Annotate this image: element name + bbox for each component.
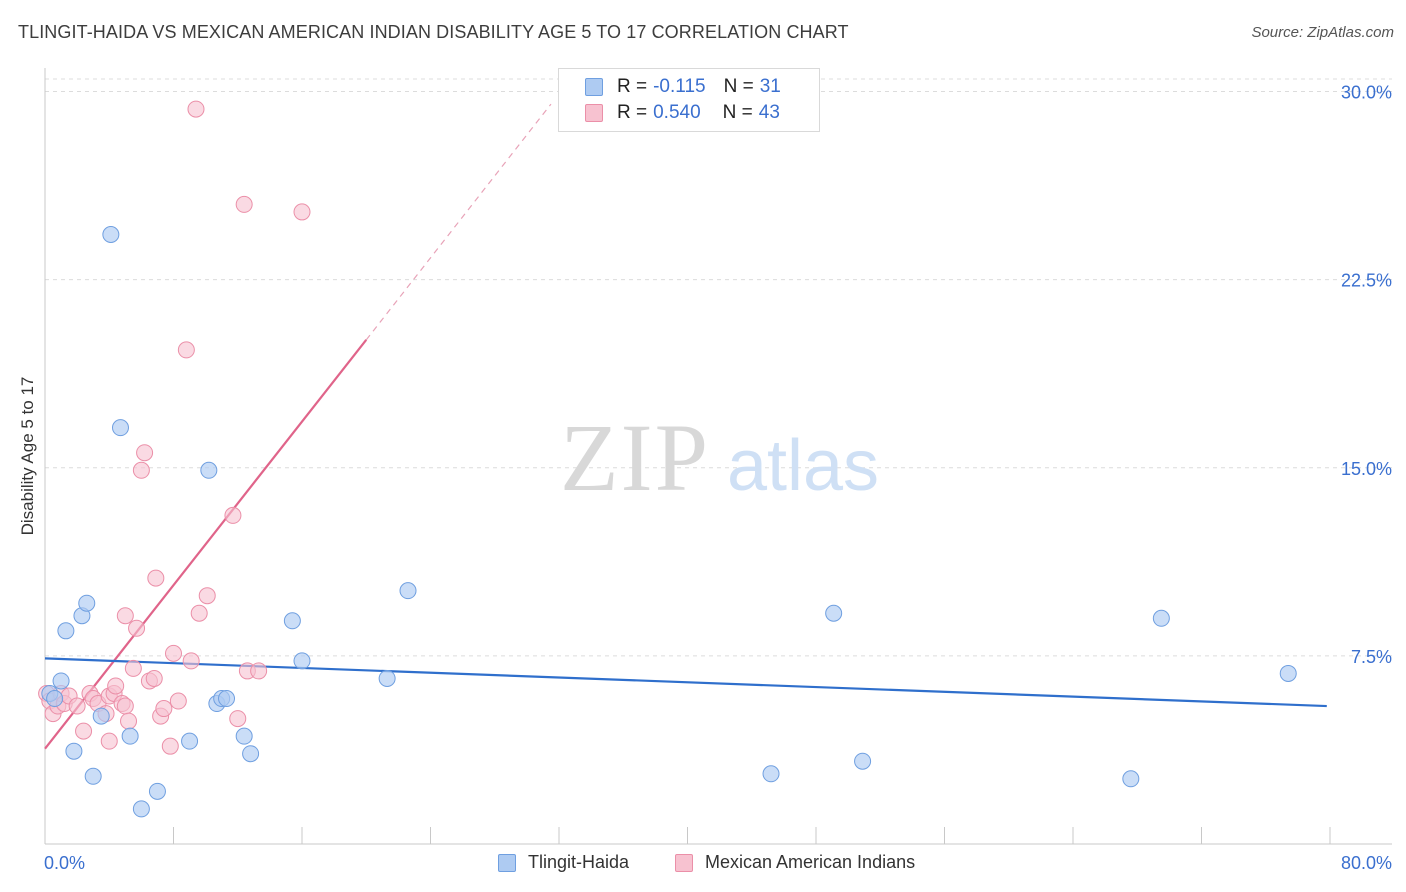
point-mexican-american-indians bbox=[229, 710, 247, 728]
tick-labels: 7.5% 15.0% 22.5% 30.0% 0.0% 80.0% bbox=[44, 83, 1392, 873]
legend-item-tlingit-haida: Tlingit-Haida bbox=[498, 852, 629, 873]
point-tlingit-haida bbox=[148, 782, 166, 800]
trend-line-mexican-american-indians bbox=[44, 339, 368, 750]
series-legend: Tlingit-Haida Mexican American Indians bbox=[0, 852, 1406, 876]
legend-n-label: N = bbox=[723, 76, 754, 97]
point-mexican-american-indians bbox=[145, 669, 163, 687]
watermark-atlas: atlas bbox=[727, 426, 879, 506]
y-tick-label: 15.0% bbox=[1341, 459, 1392, 479]
point-tlingit-haida bbox=[762, 765, 780, 783]
point-mexican-american-indians bbox=[161, 737, 179, 755]
legend-swatch-pink bbox=[675, 853, 693, 872]
point-tlingit-haida bbox=[84, 767, 102, 785]
point-tlingit-haida bbox=[57, 622, 75, 640]
point-mexican-american-indians bbox=[128, 619, 146, 637]
points-tlingit-haida bbox=[41, 226, 1297, 818]
legend-r-label: R = bbox=[617, 102, 648, 123]
point-mexican-american-indians bbox=[136, 444, 154, 462]
point-mexican-american-indians bbox=[116, 607, 134, 625]
legend-n-label: N = bbox=[722, 102, 753, 123]
point-tlingit-haida bbox=[218, 690, 236, 708]
legend-item-mexican-american-indians: Mexican American Indians bbox=[675, 852, 915, 873]
point-mexican-american-indians bbox=[116, 697, 134, 715]
y-axis-label: Disability Age 5 to 17 bbox=[18, 376, 37, 536]
legend-r-label: R = bbox=[617, 76, 648, 97]
legend-swatch-blue bbox=[498, 853, 516, 872]
point-tlingit-haida bbox=[46, 690, 64, 708]
point-mexican-american-indians bbox=[187, 100, 205, 118]
point-mexican-american-indians bbox=[250, 662, 268, 680]
legend-n-value: 43 bbox=[758, 102, 780, 123]
trend-extension-mexican-american-indians bbox=[365, 103, 552, 341]
point-tlingit-haida bbox=[825, 604, 843, 622]
legend-swatch-pink bbox=[585, 104, 603, 122]
point-mexican-american-indians bbox=[107, 677, 125, 695]
y-tick-label: 22.5% bbox=[1341, 271, 1392, 291]
y-tick-label: 7.5% bbox=[1351, 647, 1392, 667]
legend-swatch-blue bbox=[585, 78, 603, 96]
legend-r-value: 0.540 bbox=[653, 102, 701, 123]
point-mexican-american-indians bbox=[75, 722, 93, 740]
source-credit: Source: ZipAtlas.com bbox=[1251, 24, 1394, 41]
point-mexican-american-indians bbox=[169, 692, 187, 710]
point-tlingit-haida bbox=[1122, 770, 1140, 788]
gridlines bbox=[45, 78, 1392, 657]
point-mexican-american-indians bbox=[124, 659, 142, 677]
point-tlingit-haida bbox=[1152, 609, 1170, 627]
point-mexican-american-indians bbox=[182, 652, 200, 670]
point-tlingit-haida bbox=[293, 652, 311, 670]
point-tlingit-haida bbox=[1279, 664, 1297, 682]
point-tlingit-haida bbox=[92, 707, 110, 725]
watermark-zip: ZIP bbox=[560, 404, 710, 511]
legend-r-value: -0.115 bbox=[653, 76, 706, 97]
point-tlingit-haida bbox=[854, 752, 872, 770]
y-tick-label: 30.0% bbox=[1341, 83, 1392, 103]
legend-n-value: 31 bbox=[759, 76, 781, 97]
point-mexican-american-indians bbox=[293, 203, 311, 221]
x-tick-label-min: 0.0% bbox=[44, 853, 85, 873]
point-tlingit-haida bbox=[235, 727, 253, 745]
x-tick-label-max: 80.0% bbox=[1341, 853, 1392, 873]
axes bbox=[44, 68, 1392, 845]
point-tlingit-haida bbox=[121, 727, 139, 745]
point-mexican-american-indians bbox=[198, 587, 216, 605]
point-tlingit-haida bbox=[181, 732, 199, 750]
legend-label-mexican-american-indians: Mexican American Indians bbox=[705, 852, 916, 872]
point-tlingit-haida bbox=[52, 672, 70, 690]
point-tlingit-haida bbox=[378, 669, 396, 687]
point-tlingit-haida bbox=[200, 461, 218, 479]
point-tlingit-haida bbox=[399, 582, 417, 600]
point-tlingit-haida bbox=[242, 745, 260, 763]
point-mexican-american-indians bbox=[155, 700, 173, 718]
point-tlingit-haida bbox=[78, 594, 96, 612]
point-tlingit-haida bbox=[132, 800, 150, 818]
legend-row-mexican-american-indians: R = 0.540 N = 43 bbox=[585, 101, 780, 125]
point-tlingit-haida bbox=[102, 226, 120, 244]
point-mexican-american-indians bbox=[100, 732, 118, 750]
trend-line-tlingit-haida bbox=[44, 657, 1327, 708]
point-mexican-american-indians bbox=[235, 195, 253, 213]
point-mexican-american-indians bbox=[177, 341, 195, 359]
chart-title: TLINGIT-HAIDA VS MEXICAN AMERICAN INDIAN… bbox=[18, 22, 849, 42]
legend-label-tlingit-haida: Tlingit-Haida bbox=[528, 852, 630, 872]
point-mexican-american-indians bbox=[147, 569, 165, 587]
legend-row-tlingit-haida: R = -0.115 N = 31 bbox=[585, 75, 781, 99]
point-tlingit-haida bbox=[111, 419, 129, 437]
point-mexican-american-indians bbox=[224, 506, 242, 524]
point-tlingit-haida bbox=[65, 742, 83, 760]
point-mexican-american-indians bbox=[120, 712, 138, 730]
point-mexican-american-indians bbox=[165, 644, 182, 662]
point-mexican-american-indians bbox=[190, 604, 208, 622]
point-mexican-american-indians bbox=[68, 697, 86, 715]
correlation-legend: R = -0.115 N = 31 R = 0.540 N = 43 bbox=[558, 68, 820, 132]
point-tlingit-haida bbox=[283, 612, 301, 630]
point-mexican-american-indians bbox=[132, 461, 150, 479]
